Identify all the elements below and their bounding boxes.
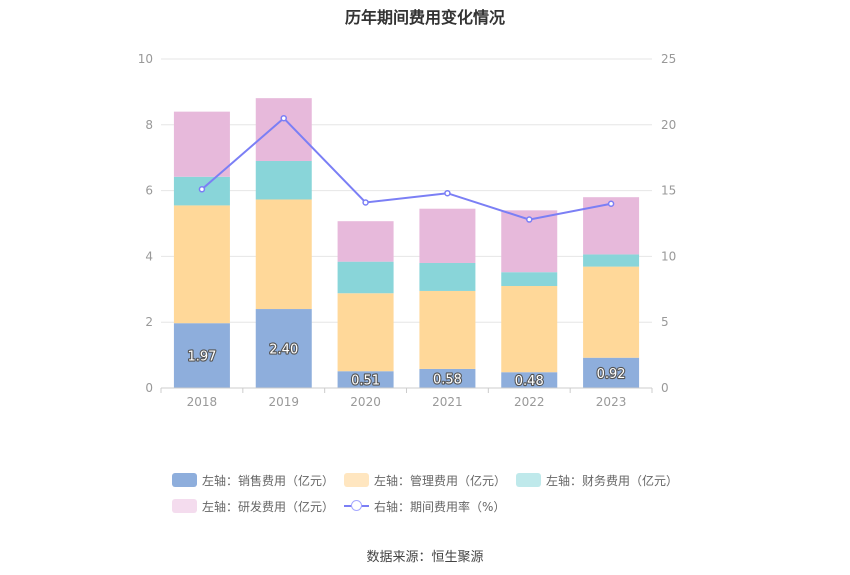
expense-ratio-point [607,200,615,208]
right-axis-tick-label: 5 [661,315,669,329]
legend-swatch-rd [172,499,197,513]
right-axis-tick-label: 0 [661,381,669,395]
legend-swatch-finance [516,473,541,487]
x-axis-tick-label: 2023 [596,395,627,409]
bar-data-label: 1.97 [187,350,216,365]
bar-segment-0 [255,309,312,388]
bar-segment-2 [255,160,312,200]
expense-ratio-point [198,186,206,193]
bar-segment-0 [501,372,558,388]
bar-segment-2 [501,272,558,287]
left-axis-tick-label: 4 [145,249,153,263]
bar-data-label: 0.58 [433,372,462,387]
bar-segment-3 [255,98,312,161]
expense-ratio-point [526,216,533,223]
bar-data-label: 0.92 [597,367,626,382]
legend-line-icon [344,499,369,513]
left-axis-tick-label: 0 [145,381,153,395]
chart-plot: 0 2 4 6 8 10 0 5 10 15 20 25 2018 2019 2020 2021 2022 202… [138,52,677,409]
bar-segment-1 [337,293,394,372]
legend-label-rd: 左轴：研发费用（亿元） [202,499,335,514]
x-axis-tick-label: 2018 [187,395,218,409]
chart-title: 历年期间费用变化情况 [344,8,505,27]
legend-label-expense-ratio: 右轴：期间费用率（%） [374,499,506,514]
legend-item-sales[interactable]: 左轴：销售费用（亿元） [172,470,334,490]
bar-segment-1 [501,286,558,373]
bar-segment-1 [173,205,230,324]
left-axis-tick-label: 6 [145,184,153,198]
legend-label-admin: 左轴：管理费用（亿元） [374,473,507,488]
bar-segment-1 [419,290,476,369]
expense-ratio-point [362,199,369,206]
bar-data-label: 2.40 [269,343,298,358]
legend-label-sales: 左轴：销售费用（亿元） [202,473,335,488]
legend-swatch-sales [172,473,197,487]
x-axis-tick-label: 2020 [350,395,381,409]
bar-segment-1 [583,266,640,358]
right-axis-tick-label: 20 [661,118,676,132]
legend-label-finance: 左轴：财务费用（亿元） [546,473,679,488]
legend-item-expense-ratio[interactable]: 右轴：期间费用率（%） [344,496,505,516]
bar-segment-3 [419,208,476,263]
left-axis-tick-label: 2 [145,315,153,329]
legend-swatch-admin [344,473,369,487]
x-axis-tick-label: 2019 [268,395,299,409]
left-axis-tick-label: 8 [145,118,153,132]
x-axis-tick-label: 2021 [432,395,463,409]
bar-segment-2 [419,262,476,291]
bar-segment-3 [173,111,230,177]
expense-ratio-point [444,189,451,197]
bar-segment-2 [337,261,394,294]
right-axis-tick-label: 15 [661,184,676,198]
expense-ratio-line [201,116,612,221]
bar-segment-0 [173,323,230,388]
right-axis-tick-label: 10 [661,249,676,263]
data-source: 数据来源：恒生聚源 [366,550,484,565]
bar-segment-3 [337,221,394,262]
bar-segment-1 [255,199,312,310]
bar-data-label: 0.48 [515,374,544,389]
x-axis-tick-label: 2022 [514,395,545,409]
bar-segment-0 [583,357,640,388]
legend-item-finance[interactable]: 左轴：财务费用（亿元） [516,470,678,490]
legend-item-rd[interactable]: 左轴：研发费用（亿元） [172,496,334,516]
right-axis-tick-label: 25 [661,52,676,66]
left-axis-tick-label: 10 [138,52,153,66]
bar-data-label: 0.51 [351,374,380,389]
legend-item-admin[interactable]: 左轴：管理费用（亿元） [344,470,506,490]
bar-segment-2 [583,254,640,267]
bar-segment-0 [419,368,476,388]
expense-ratio-point [280,114,287,122]
bar-segment-0 [337,371,394,388]
